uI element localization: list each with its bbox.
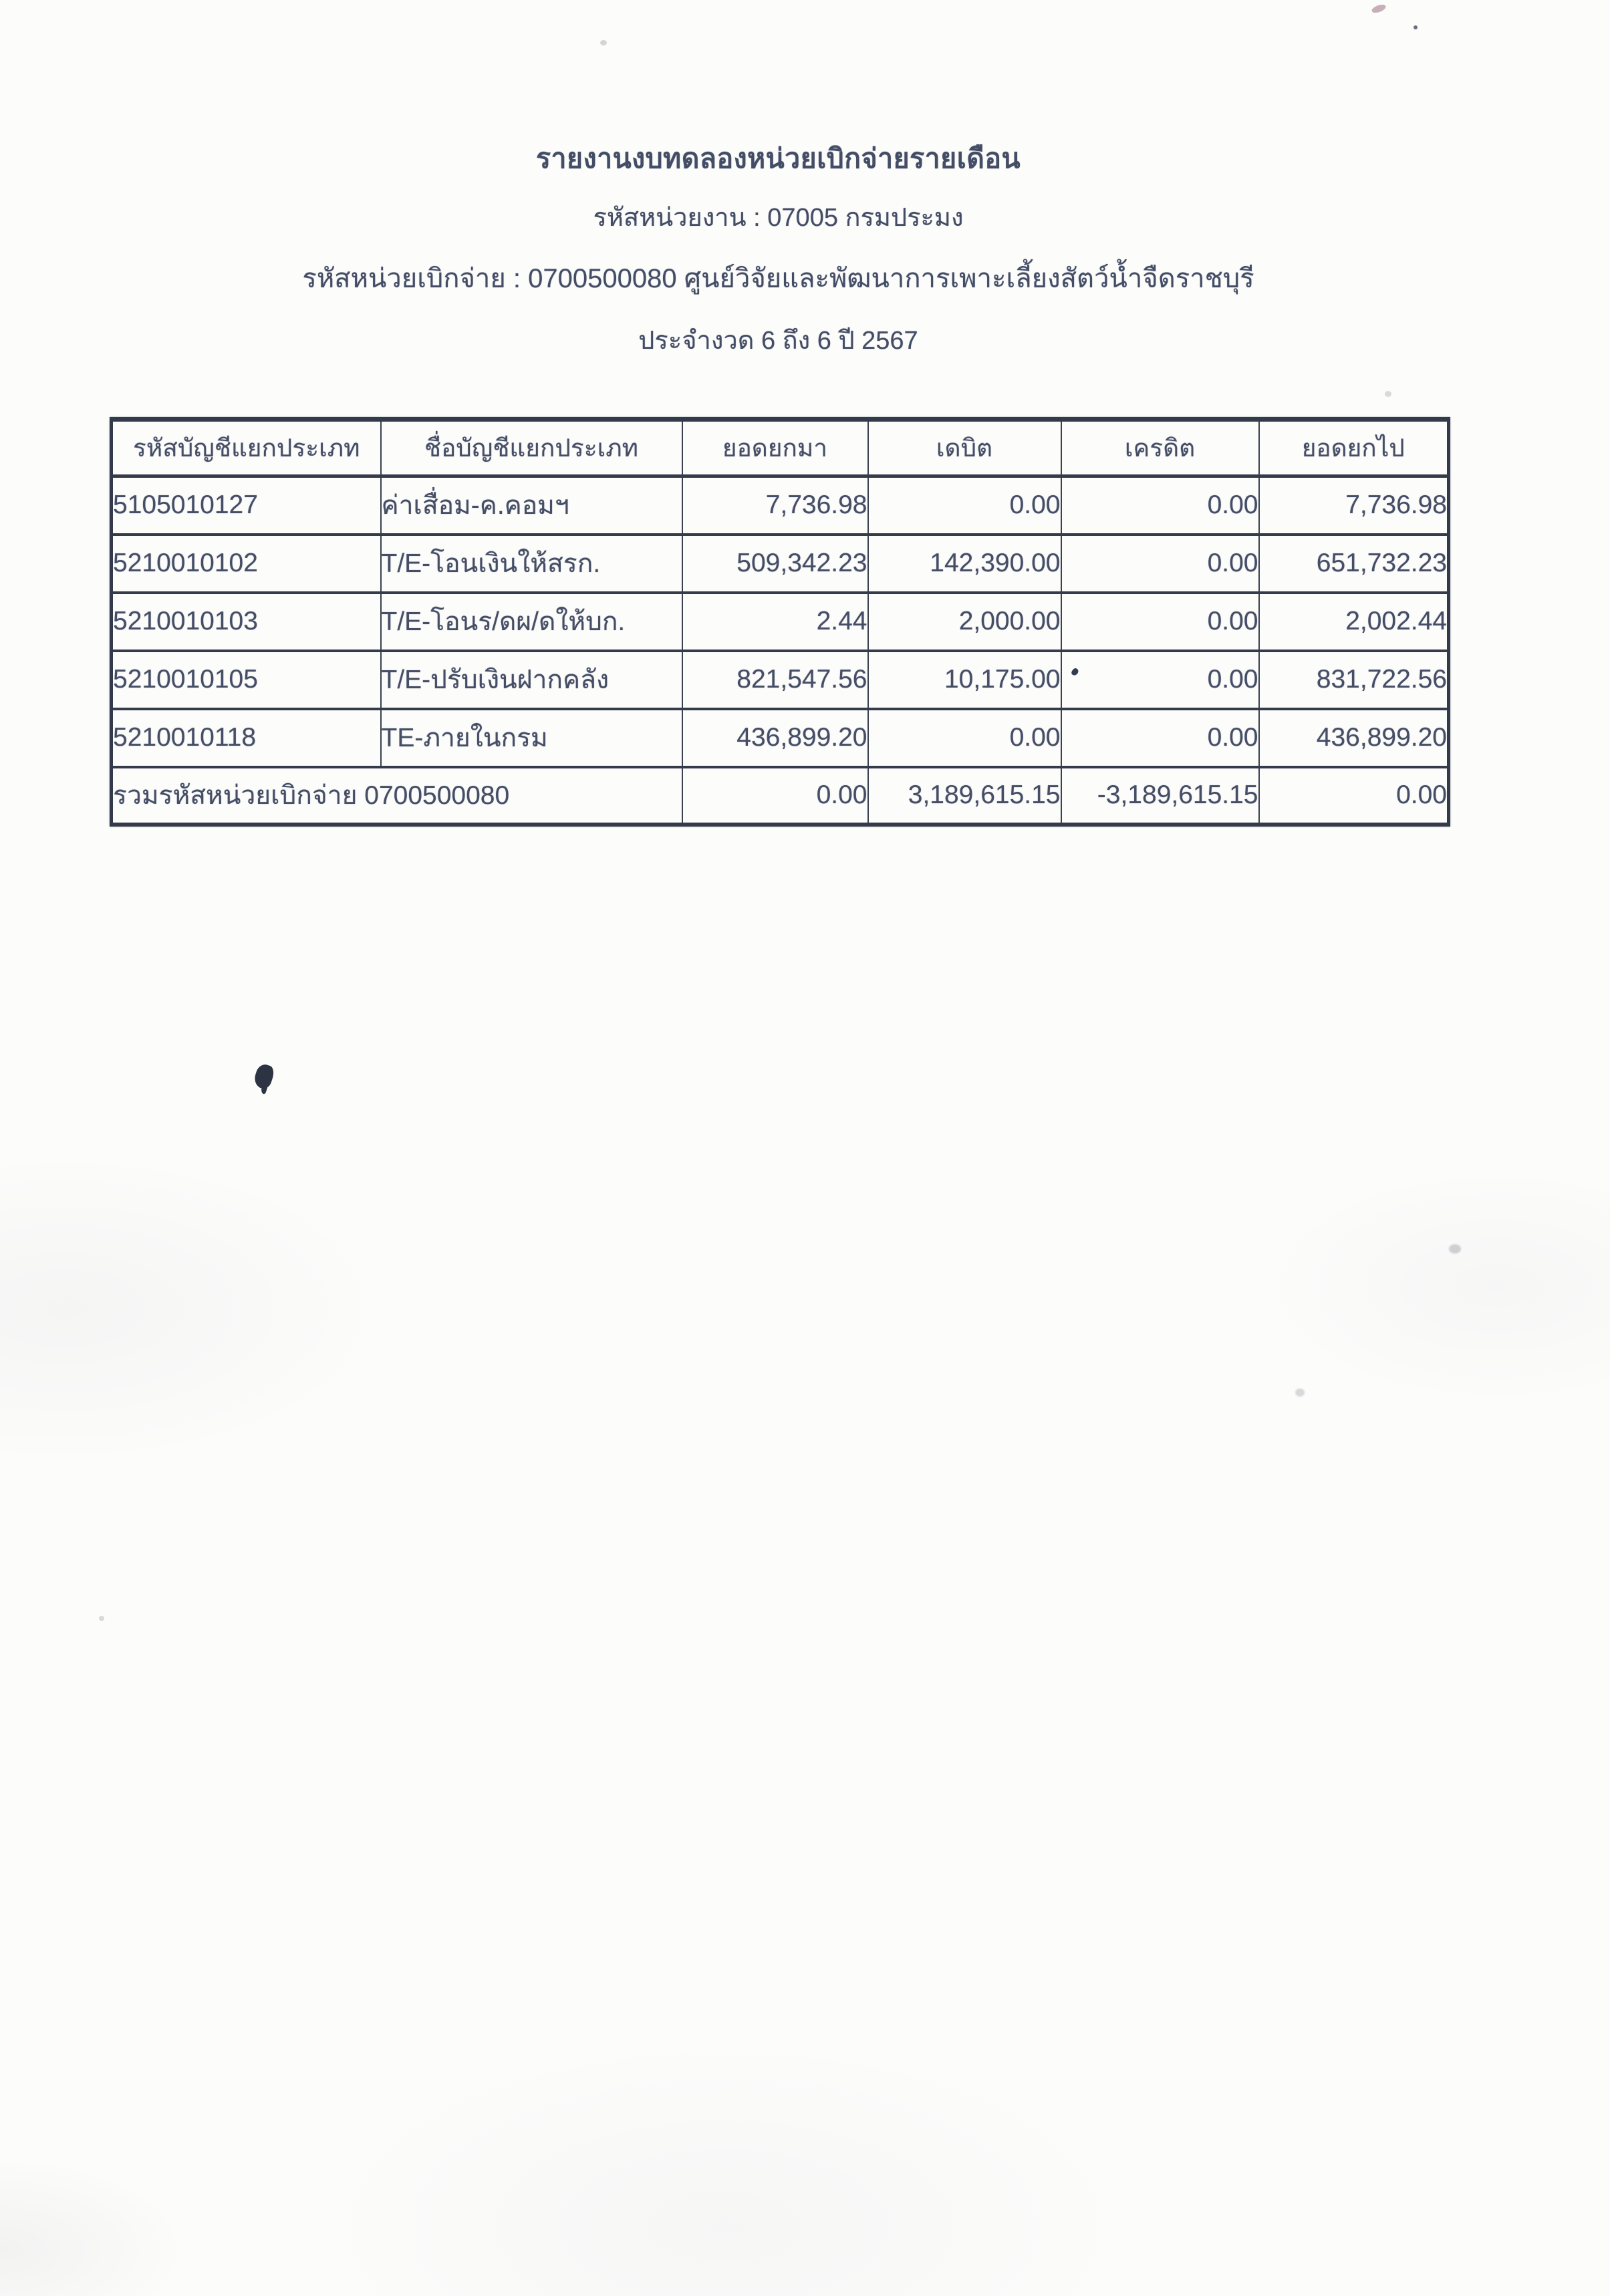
carried-forward-cell: 831,722.56: [1258, 649, 1450, 710]
total-label-cell: รวมรหัสหน่วยเบิกจ่าย 0700500080: [110, 765, 683, 826]
brought-forward-cell: 436,899.20: [681, 707, 869, 768]
total-credit-cell: -3,189,615.15: [1060, 765, 1260, 826]
scan-smudge-artifact: [1449, 1244, 1461, 1254]
account-name-cell: T/E-โอนร/ดผ/ดให้บก.: [380, 591, 683, 652]
carried-forward-cell: 7,736.98: [1258, 474, 1450, 536]
credit-cell: 0.00: [1060, 707, 1260, 768]
carried-forward-cell: 2,002.44: [1258, 591, 1450, 652]
scan-smudge-artifact: [1295, 1389, 1305, 1397]
total-debit-cell: 3,189,615.15: [867, 765, 1062, 826]
col-header-account-name: ชื่อบัญชีแยกประเภท: [380, 418, 683, 478]
total-row: รวมรหัสหน่วยเบิกจ่าย 0700500080 0.00 3,1…: [110, 765, 1450, 826]
disbursement-unit-line: รหัสหน่วยเบิกจ่าย : 0700500080 ศูนย์วิจั…: [302, 264, 1254, 293]
credit-cell: 0.00: [1060, 649, 1260, 710]
brought-forward-cell: 821,547.56: [681, 649, 869, 710]
table-row: 5210010118 TE-ภายในกรม 436,899.20 0.00 0…: [110, 707, 1450, 768]
agency-code-line: รหัสหน่วยงาน : 07005 กรมประมง: [593, 204, 964, 232]
debit-cell: 2,000.00: [867, 591, 1062, 652]
debit-cell: 10,175.00: [867, 649, 1062, 710]
col-header-brought-forward: ยอดยกมา: [681, 418, 869, 478]
debit-cell: 0.00: [867, 474, 1062, 536]
scan-speck-artifact: [1414, 25, 1418, 29]
account-name-cell: T/E-โอนเงินให้สรก.: [380, 533, 683, 594]
scan-smudge-artifact: [600, 40, 607, 45]
brought-forward-cell: 7,736.98: [681, 474, 869, 536]
table-header-row: รหัสบัญชีแยกประเภท ชื่อบัญชีแยกประเภท ยอ…: [110, 418, 1450, 478]
col-header-debit: เดบิต: [867, 418, 1062, 478]
account-name-cell: ค่าเสื่อม-ค.คอมฯ: [380, 474, 683, 536]
debit-cell: 142,390.00: [867, 533, 1062, 594]
period-line: ประจำงวด 6 ถึง 6 ปี 2567: [638, 327, 918, 355]
account-code-cell: 5210010118: [110, 707, 382, 768]
col-header-account-code: รหัสบัญชีแยกประเภท: [110, 418, 382, 478]
table-row: 5210010103 T/E-โอนร/ดผ/ดให้บก. 2.44 2,00…: [110, 591, 1450, 652]
account-code-cell: 5210010103: [110, 591, 382, 652]
debit-cell: 0.00: [867, 707, 1062, 768]
credit-cell: 0.00: [1060, 533, 1260, 594]
scan-smudge-artifact: [99, 1616, 104, 1621]
credit-cell: 0.00: [1060, 591, 1260, 652]
account-code-cell: 5210010102: [110, 533, 382, 594]
brought-forward-cell: 2.44: [681, 591, 869, 652]
total-carried-forward-cell: 0.00: [1258, 765, 1450, 826]
account-name-cell: T/E-ปรับเงินฝากคลัง: [380, 649, 683, 710]
total-brought-forward-cell: 0.00: [681, 765, 869, 826]
scan-smudge-artifact: [1385, 391, 1391, 397]
account-code-cell: 5105010127: [110, 474, 382, 536]
col-header-carried-forward: ยอดยกไป: [1258, 418, 1450, 478]
ink-blot-artifact: [252, 1062, 276, 1091]
carried-forward-cell: 436,899.20: [1258, 707, 1450, 768]
brought-forward-cell: 509,342.23: [681, 533, 869, 594]
account-code-cell: 5210010105: [110, 649, 382, 710]
trial-balance-table-wrapper: รหัสบัญชีแยกประเภท ชื่อบัญชีแยกประเภท ยอ…: [110, 417, 1450, 827]
trial-balance-table: รหัสบัญชีแยกประเภท ชื่อบัญชีแยกประเภท ยอ…: [110, 417, 1450, 827]
scan-speck-artifact: [1370, 3, 1387, 15]
carried-forward-cell: 651,732.23: [1258, 533, 1450, 594]
table-row: 5105010127 ค่าเสื่อม-ค.คอมฯ 7,736.98 0.0…: [110, 474, 1450, 536]
table-row: 5210010105 T/E-ปรับเงินฝากคลัง 821,547.5…: [110, 649, 1450, 710]
credit-cell: 0.00: [1060, 474, 1260, 536]
col-header-credit: เครดิต: [1060, 418, 1260, 478]
table-row: 5210010102 T/E-โอนเงินให้สรก. 509,342.23…: [110, 533, 1450, 594]
report-title: รายงานงบทดลองหน่วยเบิกจ่ายรายเดือน: [536, 143, 1021, 174]
account-name-cell: TE-ภายในกรม: [380, 707, 683, 768]
